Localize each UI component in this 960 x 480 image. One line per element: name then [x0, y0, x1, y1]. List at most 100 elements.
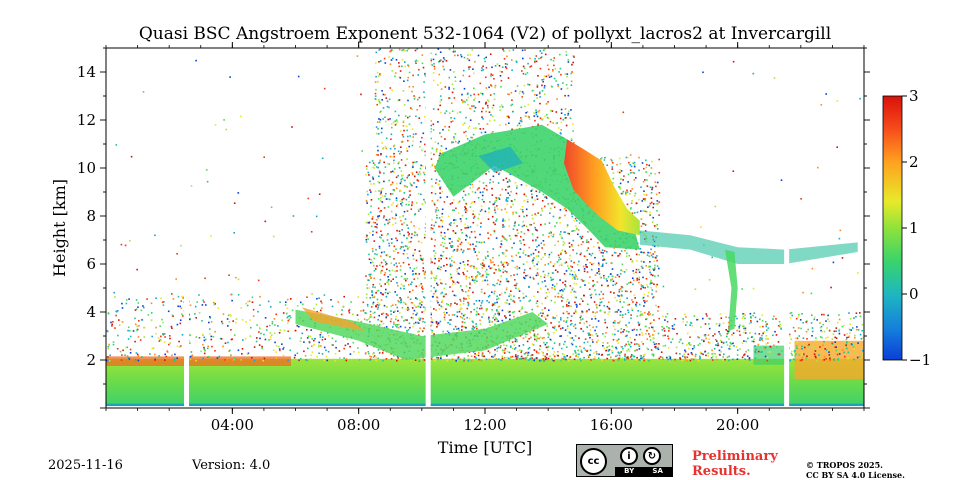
noise-speckle [388, 163, 391, 165]
noise-speckle [430, 61, 432, 64]
noise-speckle [523, 215, 525, 218]
noise-speckle [283, 329, 286, 332]
noise-speckle [417, 74, 419, 76]
noise-speckle [431, 227, 434, 230]
noise-speckle [607, 313, 609, 315]
noise-speckle [433, 277, 435, 279]
noise-speckle [168, 343, 170, 346]
noise-speckle [560, 296, 563, 298]
noise-speckle [387, 118, 390, 121]
noise-speckle [434, 170, 437, 172]
noise-speckle [667, 335, 669, 337]
noise-speckle [344, 344, 347, 347]
noise-speckle [553, 360, 555, 362]
noise-speckle [422, 320, 424, 323]
noise-speckle [377, 207, 380, 210]
noise-speckle [553, 342, 556, 344]
noise-speckle [487, 232, 489, 234]
noise-speckle [484, 60, 486, 63]
noise-speckle [747, 349, 750, 351]
noise-speckle [656, 200, 659, 202]
noise-speckle [441, 208, 444, 211]
noise-speckle [463, 56, 466, 59]
noise-speckle [393, 258, 395, 260]
noise-speckle [406, 319, 408, 321]
noise-speckle [456, 250, 458, 252]
noise-speckle [526, 214, 528, 217]
noise-speckle [410, 302, 413, 305]
noise-speckle [121, 321, 124, 323]
noise-speckle [552, 215, 555, 218]
noise-speckle [410, 236, 413, 239]
noise-speckle [529, 336, 532, 339]
noise-speckle [636, 211, 639, 214]
noise-speckle [369, 189, 371, 191]
noise-speckle [599, 276, 602, 279]
noise-speckle [558, 325, 560, 328]
noise-speckle [602, 342, 604, 344]
noise-speckle [224, 359, 226, 361]
noise-speckle [458, 273, 461, 275]
noise-speckle [139, 339, 142, 341]
noise-speckle [831, 356, 834, 359]
noise-speckle [527, 255, 530, 257]
noise-speckle [611, 349, 613, 352]
noise-speckle [490, 261, 492, 264]
noise-speckle [371, 296, 374, 299]
noise-speckle [586, 303, 589, 306]
noise-speckle [377, 149, 379, 152]
noise-speckle [135, 299, 138, 301]
noise-speckle [404, 278, 406, 280]
noise-speckle [473, 216, 476, 218]
noise-speckle [485, 308, 488, 310]
noise-speckle [330, 299, 332, 301]
noise-speckle [407, 64, 409, 66]
noise-speckle [612, 172, 615, 174]
noise-speckle [487, 237, 490, 240]
noise-speckle [604, 156, 606, 159]
noise-speckle [822, 323, 824, 326]
noise-speckle [621, 286, 624, 289]
noise-speckle [767, 338, 769, 340]
noise-speckle [499, 294, 501, 296]
noise-speckle [296, 352, 299, 355]
noise-speckle [566, 327, 569, 330]
noise-speckle [442, 65, 444, 68]
noise-speckle [638, 271, 641, 273]
noise-speckle [485, 184, 488, 187]
noise-speckle [450, 222, 452, 224]
noise-speckle [486, 283, 489, 286]
noise-speckle [491, 355, 493, 358]
noise-speckle [742, 315, 745, 318]
noise-speckle [826, 349, 828, 351]
noise-speckle [554, 295, 556, 298]
noise-speckle [259, 337, 261, 340]
noise-speckle [631, 261, 633, 263]
noise-speckle [539, 67, 542, 70]
noise-speckle [439, 278, 442, 281]
noise-speckle [171, 315, 173, 317]
noise-speckle [474, 251, 477, 253]
noise-speckle [511, 69, 513, 71]
noise-speckle [431, 296, 434, 298]
noise-speckle [406, 158, 408, 160]
noise-speckle [485, 272, 488, 275]
noise-speckle [722, 356, 724, 358]
noise-speckle [195, 336, 198, 338]
noise-speckle [403, 320, 405, 322]
noise-speckle [633, 279, 635, 282]
noise-speckle [761, 334, 763, 337]
noise-speckle [611, 351, 614, 354]
noise-speckle [171, 293, 173, 295]
noise-speckle [541, 358, 544, 360]
noise-speckle [619, 273, 622, 275]
noise-speckle [404, 319, 407, 321]
noise-speckle [214, 303, 216, 305]
noise-speckle [506, 200, 509, 202]
noise-speckle [566, 316, 569, 319]
noise-speckle [534, 119, 536, 122]
noise-speckle [496, 301, 498, 304]
noise-speckle [389, 193, 392, 195]
noise-speckle [522, 220, 524, 223]
noise-speckle [325, 349, 327, 352]
